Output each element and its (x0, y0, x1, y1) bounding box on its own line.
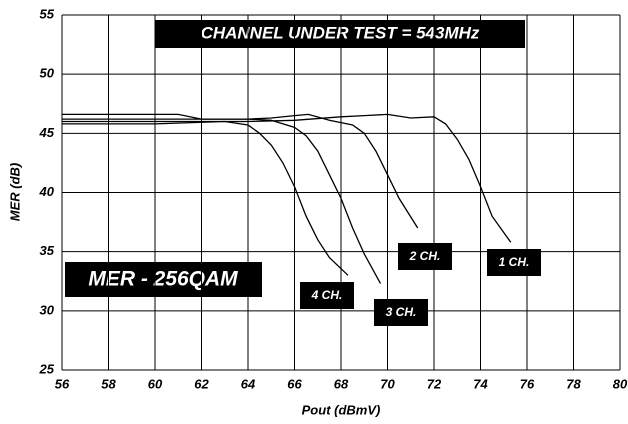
x-tick-label: 58 (101, 376, 116, 391)
x-tick-label: 76 (520, 376, 535, 391)
chart-title: CHANNEL UNDER TEST = 543MHz (201, 23, 480, 42)
x-tick-label: 74 (473, 376, 488, 391)
legend-box (300, 282, 354, 309)
annotation: MER - 256QAM (88, 268, 238, 291)
y-tick-label: 35 (40, 243, 55, 258)
legend-label: 2 CH. (409, 249, 441, 263)
legend-box (487, 249, 541, 276)
x-tick-label: 60 (148, 376, 163, 391)
y-tick-label: 45 (39, 125, 55, 140)
x-tick-label: 68 (334, 376, 349, 391)
legend-box (374, 299, 428, 326)
legend-label: 4 CH. (311, 288, 343, 302)
y-tick-label: 25 (39, 361, 55, 376)
series-line (62, 113, 419, 229)
series-line (62, 120, 349, 276)
x-tick-label: 72 (427, 376, 442, 391)
y-tick-label: 50 (40, 66, 55, 81)
x-tick-label: 56 (55, 376, 70, 391)
legend-box (398, 243, 452, 270)
x-tick-label: 62 (194, 376, 209, 391)
x-axis-label: Pout (dBmV) (302, 402, 381, 417)
y-axis-label: MER (dB) (7, 163, 22, 222)
x-tick-label: 70 (380, 376, 395, 391)
x-tick-label: 80 (613, 376, 628, 391)
series-line (62, 113, 382, 284)
legend-label: 1 CH. (499, 255, 530, 269)
annotation-box (65, 262, 262, 297)
x-tick-label: 66 (287, 376, 302, 391)
y-tick-label: 55 (40, 6, 55, 21)
x-tick-label: 78 (566, 376, 581, 391)
title-box (155, 20, 525, 48)
x-tick-label: 64 (241, 376, 256, 391)
legend-label: 3 CH. (386, 305, 417, 319)
series-line (62, 113, 512, 243)
y-tick-label: 30 (40, 302, 55, 317)
y-tick-label: 40 (39, 184, 55, 199)
